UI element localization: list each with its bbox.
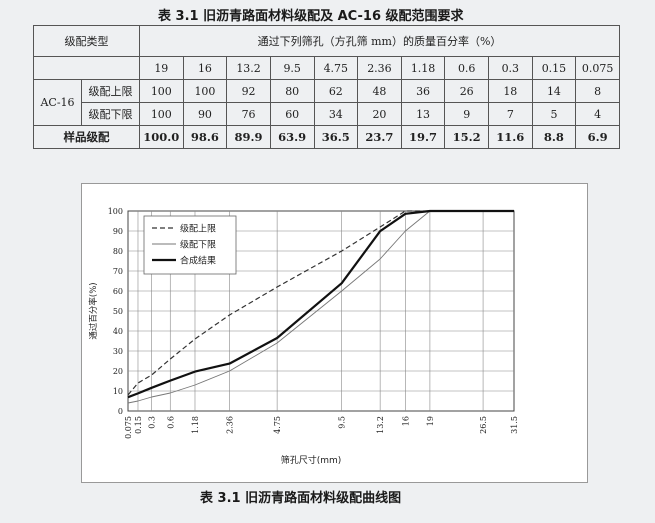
- empty-cell: [33, 56, 140, 80]
- upper-limit-row: AC-16 级配上限 100 100 92 80 62 48 36 26 18 14 8: [33, 79, 620, 126]
- ac16-label: AC-16: [33, 79, 82, 126]
- sample-row-cell: 98.6: [182, 125, 228, 149]
- sample-row-cell: 36.5: [313, 125, 359, 149]
- sample-label: 样品级配: [33, 125, 140, 149]
- x-tick-label: 13.2: [376, 416, 385, 434]
- y-tick-label: 40: [113, 327, 123, 336]
- sieve-row-cell: 1.18: [400, 56, 446, 80]
- y-axis-label: 通过百分率(%): [88, 282, 99, 339]
- legend-label: 级配下限: [180, 239, 216, 251]
- table-caption: 表 3.1 旧沥青路面材料级配及 AC-16 级配范围要求: [158, 9, 464, 24]
- sieve-row-cell: 0.075: [575, 56, 620, 80]
- x-tick-label: 31.5: [510, 416, 519, 434]
- sieve-row-cell: 16: [182, 56, 228, 80]
- sample-row-cell: 19.7: [400, 125, 446, 149]
- lower-limit-label: 级配下限: [81, 102, 140, 126]
- legend-label: 级配上限: [180, 223, 216, 235]
- upper-row-cell: 48: [357, 79, 402, 103]
- sample-row-cell: 11.6: [488, 125, 533, 149]
- upper-row-cell: 100: [139, 79, 184, 103]
- x-tick-label: 4.75: [273, 416, 282, 434]
- sample-row-cell: 6.9: [575, 125, 620, 149]
- legend-box: [143, 215, 237, 275]
- sieve-row-cell: 0.15: [531, 56, 577, 80]
- y-tick-label: 50: [113, 307, 123, 316]
- upper-row-cell: 36: [400, 79, 446, 103]
- upper-row-cell: 18: [488, 79, 533, 103]
- sieve-row-cell: 0.3: [488, 56, 533, 80]
- sample-row-cell: 8.8: [531, 125, 577, 149]
- sample-row-cell: 89.9: [226, 125, 271, 149]
- y-tick-label: 0: [118, 407, 123, 416]
- sieve-size-row: 19 16 13.2 9.5 4.75 2.36 1.18 0.6 0.3 0.15 0.075: [33, 56, 620, 80]
- series-line-0: [127, 210, 514, 396]
- upper-row-cell: 8: [575, 79, 620, 103]
- sample-row-cell: 23.7: [357, 125, 402, 149]
- sieve-row-cell: 2.36: [357, 56, 402, 80]
- lower-row-cell: 13: [400, 102, 446, 126]
- y-tick-label: 80: [113, 247, 123, 256]
- y-tick-label: 100: [108, 207, 123, 216]
- upper-row-cell: 92: [226, 79, 271, 103]
- sample-row-cell: 63.9: [269, 125, 315, 149]
- y-tick-label: 70: [113, 267, 123, 276]
- legend-label: 合成结果: [180, 255, 216, 267]
- x-tick-label: 26.5: [479, 416, 488, 434]
- gradation-chart: 0 10 20 30 40 50 60 70 80 90 100 0.075 0.15 0.3 0.6 1.1…: [81, 183, 588, 483]
- lower-row-cell: 60: [269, 102, 315, 126]
- x-tick-label: 9.5: [338, 416, 347, 429]
- lower-row-cell: 100: [139, 102, 184, 126]
- table-header-row: 级配类型 通过下列筛孔（方孔筛 mm）的质量百分率（%）: [33, 25, 620, 57]
- y-tick-label: 60: [113, 287, 123, 296]
- chart-caption: 表 3.1 旧沥青路面材料级配曲线图: [200, 491, 402, 506]
- x-axis-label: 筛孔尺寸(mm): [281, 454, 342, 466]
- x-tick-label: 2.36: [225, 416, 234, 434]
- x-tick-label: 1.18: [191, 416, 200, 434]
- chart-svg: 0 10 20 30 40 50 60 70 80 90 100 0.075 0.15 0.3 0.6 1.1…: [88, 207, 519, 466]
- gradation-table: 级配类型 通过下列筛孔（方孔筛 mm）的质量百分率（%） 19 16 13.2 9.5…: [33, 25, 620, 149]
- upper-row-cell: 80: [269, 79, 315, 103]
- lower-row-cell: 9: [444, 102, 489, 126]
- series-line-2: [127, 209, 514, 399]
- sample-row-cell: 100.0: [139, 125, 184, 149]
- x-tick-label: 16: [401, 416, 410, 426]
- lower-row-cell: 90: [182, 102, 228, 126]
- sieve-row-cell: 19: [139, 56, 184, 80]
- x-tick-label: 0.075: [124, 416, 133, 439]
- x-tick-label: 0.15: [134, 416, 143, 434]
- lower-limit-row: 级配下限 100 90 76 60 34 20 13 9 7 5 4: [34, 102, 620, 126]
- sieve-row-cell: 0.6: [444, 56, 489, 80]
- upper-row-cell: 14: [531, 79, 577, 103]
- grade-type-header: 级配类型: [33, 25, 140, 57]
- sieve-row-cell: 13.2: [226, 56, 271, 80]
- sieve-row-cell: 9.5: [269, 56, 315, 80]
- sample-row: 样品级配 100.0 98.6 89.9 63.9 36.5 23.7 19.7 15.2 11…: [33, 125, 620, 149]
- x-tick-label: 0.3: [148, 416, 157, 429]
- upper-row-cell: 62: [313, 79, 359, 103]
- upper-limit-label: 级配上限: [81, 79, 140, 103]
- lower-row-cell: 7: [488, 102, 533, 126]
- sieve-row-cell: 4.75: [313, 56, 359, 80]
- lower-row-cell: 34: [313, 102, 359, 126]
- y-tick-label: 10: [113, 387, 123, 396]
- lower-row-cell: 76: [226, 102, 271, 126]
- y-tick-label: 90: [113, 227, 123, 236]
- sample-row-cell: 15.2: [444, 125, 489, 149]
- lower-row-cell: 5: [531, 102, 577, 126]
- lower-row-cell: 20: [357, 102, 402, 126]
- x-tick-label: 0.6: [166, 416, 175, 429]
- y-tick-label: 20: [113, 367, 123, 376]
- y-tick-label: 30: [113, 347, 123, 356]
- upper-row-cell: 100: [182, 79, 228, 103]
- lower-row-cell: 4: [575, 102, 620, 126]
- x-tick-label: 19: [426, 416, 435, 426]
- passing-header: 通过下列筛孔（方孔筛 mm）的质量百分率（%）: [139, 25, 620, 57]
- upper-row-cell: 26: [444, 79, 489, 103]
